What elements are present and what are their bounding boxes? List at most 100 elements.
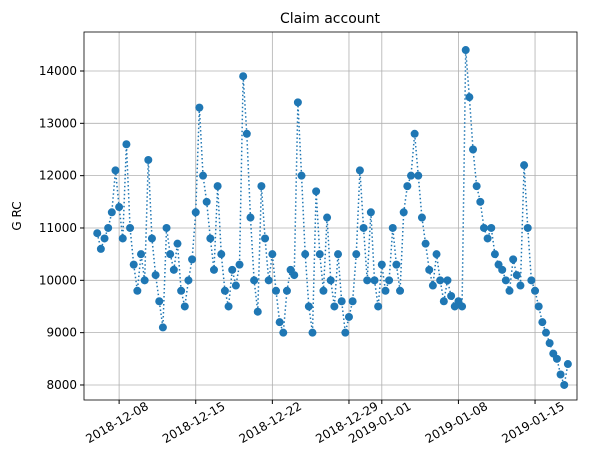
x-tick-label: 2019-01-08 bbox=[423, 399, 490, 446]
x-tick-label: 2018-12-15 bbox=[160, 399, 227, 446]
data-point bbox=[487, 223, 496, 232]
data-point bbox=[213, 182, 222, 191]
data-point bbox=[476, 197, 485, 206]
data-point bbox=[374, 302, 383, 311]
data-point bbox=[147, 234, 156, 243]
data-point bbox=[107, 208, 116, 217]
data-point bbox=[275, 318, 284, 327]
data-point bbox=[479, 223, 488, 232]
data-point bbox=[399, 208, 408, 217]
data-point bbox=[282, 286, 291, 295]
data-point bbox=[472, 182, 481, 191]
data-point bbox=[509, 255, 518, 264]
data-point bbox=[439, 297, 448, 306]
data-point bbox=[392, 260, 401, 269]
data-point bbox=[432, 250, 441, 259]
data-point bbox=[279, 328, 288, 337]
data-point bbox=[436, 276, 445, 285]
data-point bbox=[538, 318, 547, 327]
y-tick-label: 14000 bbox=[39, 64, 77, 78]
data-point bbox=[104, 223, 113, 232]
y-axis-label: G RC bbox=[10, 201, 24, 230]
data-point bbox=[563, 360, 572, 369]
data-point bbox=[166, 250, 175, 259]
data-point bbox=[93, 229, 102, 238]
data-point bbox=[501, 276, 510, 285]
y-tick-label: 10000 bbox=[39, 273, 77, 287]
data-point bbox=[388, 223, 397, 232]
data-point bbox=[366, 208, 375, 217]
data-point bbox=[217, 250, 226, 259]
data-point bbox=[359, 223, 368, 232]
data-point bbox=[199, 171, 208, 180]
data-point bbox=[410, 129, 419, 138]
data-point bbox=[341, 328, 350, 337]
data-point bbox=[242, 129, 251, 138]
data-point bbox=[381, 286, 390, 295]
data-point bbox=[100, 234, 109, 243]
data-point bbox=[428, 281, 437, 290]
data-point bbox=[137, 250, 146, 259]
data-point bbox=[534, 302, 543, 311]
data-point bbox=[293, 98, 302, 107]
data-point bbox=[220, 286, 229, 295]
data-point bbox=[115, 203, 124, 212]
data-point bbox=[162, 223, 171, 232]
data-point bbox=[195, 103, 204, 112]
data-point bbox=[246, 213, 255, 222]
data-point bbox=[370, 276, 379, 285]
data-point bbox=[202, 197, 211, 206]
data-point bbox=[304, 302, 313, 311]
data-point bbox=[122, 140, 131, 149]
x-tick-label: 2019-01-15 bbox=[499, 399, 566, 446]
data-point bbox=[520, 161, 529, 170]
data-point bbox=[355, 166, 364, 175]
data-point bbox=[169, 265, 178, 274]
data-point bbox=[541, 328, 550, 337]
data-point bbox=[334, 250, 343, 259]
data-line bbox=[96, 49, 569, 388]
data-point bbox=[272, 286, 281, 295]
plot-frame bbox=[83, 31, 578, 401]
data-point bbox=[363, 276, 372, 285]
data-point bbox=[184, 276, 193, 285]
data-point bbox=[315, 250, 324, 259]
data-point bbox=[151, 271, 160, 280]
data-point bbox=[498, 265, 507, 274]
data-point bbox=[111, 166, 120, 175]
data-point bbox=[319, 286, 328, 295]
x-tick-label: 2018-12-08 bbox=[83, 399, 150, 446]
data-point bbox=[403, 182, 412, 191]
data-point bbox=[129, 260, 138, 269]
data-point bbox=[512, 271, 521, 280]
data-point bbox=[297, 171, 306, 180]
data-point bbox=[191, 208, 200, 217]
data-point bbox=[483, 234, 492, 243]
y-tick-label: 13000 bbox=[39, 116, 77, 130]
data-point bbox=[140, 276, 149, 285]
data-point bbox=[126, 223, 135, 232]
data-point bbox=[188, 255, 197, 264]
data-point bbox=[239, 72, 248, 81]
data-point bbox=[406, 171, 415, 180]
data-point bbox=[261, 234, 270, 243]
data-point bbox=[326, 276, 335, 285]
data-point bbox=[235, 260, 244, 269]
data-point bbox=[253, 307, 262, 316]
data-point bbox=[465, 93, 474, 102]
data-point bbox=[421, 239, 430, 248]
data-point bbox=[469, 145, 478, 154]
data-point bbox=[250, 276, 259, 285]
data-point bbox=[560, 380, 569, 389]
y-tick-label: 11000 bbox=[39, 221, 77, 235]
data-point bbox=[257, 182, 266, 191]
data-point bbox=[96, 244, 105, 253]
data-point bbox=[224, 302, 233, 311]
data-point bbox=[155, 297, 164, 306]
data-point bbox=[425, 265, 434, 274]
data-point bbox=[231, 281, 240, 290]
data-point bbox=[118, 234, 127, 243]
data-point bbox=[330, 302, 339, 311]
data-point bbox=[158, 323, 167, 332]
data-point bbox=[417, 213, 426, 222]
